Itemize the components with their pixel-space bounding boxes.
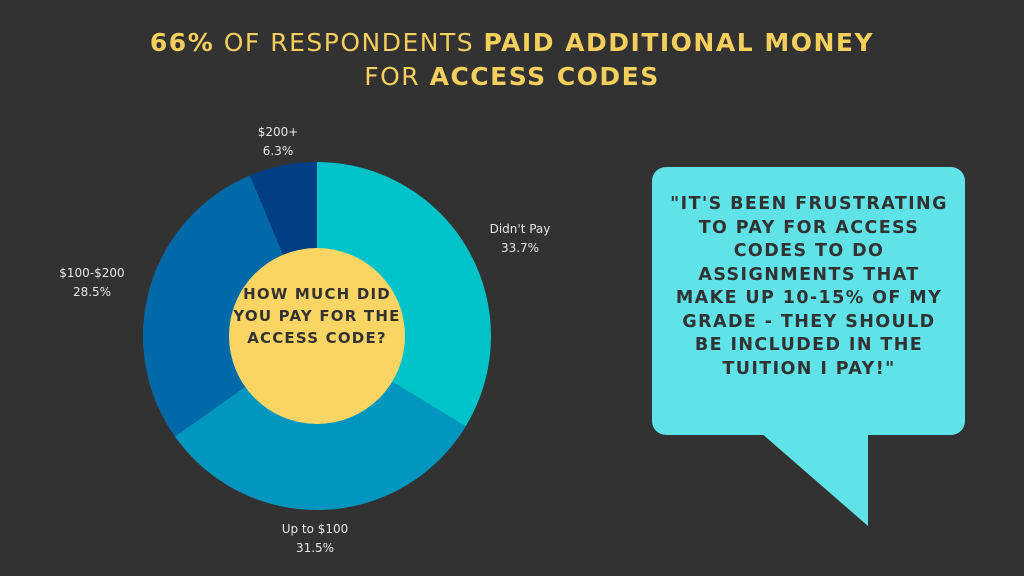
slice-label-name: $100-$200	[59, 266, 125, 280]
slice-label-name: Up to $100	[281, 522, 349, 536]
title-percent: 66%	[149, 28, 215, 57]
slice-label-up-to-100: Up to $100 31.5%	[265, 520, 365, 558]
slice-label-name: $200+	[257, 125, 299, 139]
quote-text: "IT'S BEEN FRUSTRATING TO PAY FOR ACCESS…	[670, 194, 948, 379]
slice-label-value: 33.7%	[500, 241, 540, 255]
slice-label-200-plus: $200+ 6.3%	[228, 123, 328, 161]
slice-label-didnt-pay: Didn't Pay 33.7%	[470, 220, 570, 258]
slice-label-name: Didn't Pay	[489, 222, 551, 236]
donut-slice-2	[142, 175, 317, 437]
slice-label-value: 28.5%	[72, 285, 112, 299]
slice-label-100-200: $100-$200 28.5%	[42, 264, 142, 302]
title-part-4: ACCESS CODES	[429, 62, 660, 91]
donut-center-label: HOW MUCH DID YOU PAY FOR THE ACCESS CODE…	[233, 285, 401, 347]
title-part-3: FOR	[364, 62, 430, 91]
title-part-2: PAID ADDITIONAL MONEY	[483, 28, 875, 57]
slice-label-value: 6.3%	[262, 144, 294, 158]
chart-title: 66% OF RESPONDENTS PAID ADDITIONAL MONEY…	[0, 26, 1024, 94]
slice-label-value: 31.5%	[295, 541, 335, 555]
donut-center	[229, 248, 405, 424]
quote-bubble	[652, 167, 965, 435]
title-part-1: OF RESPONDENTS	[214, 28, 484, 57]
